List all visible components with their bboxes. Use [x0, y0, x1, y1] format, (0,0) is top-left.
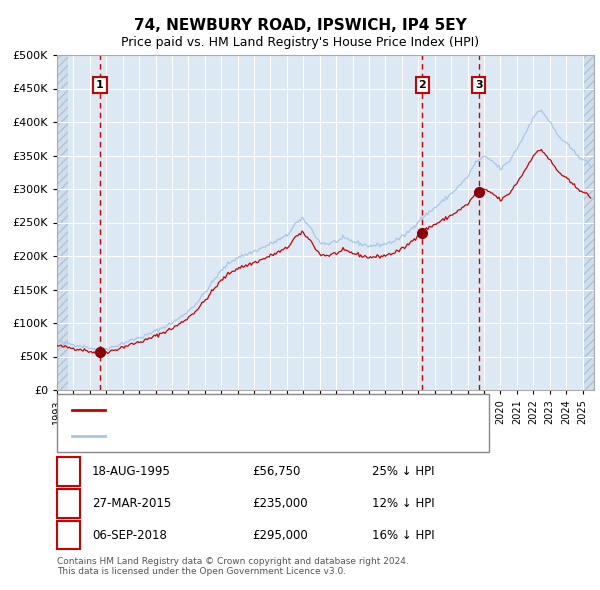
Text: 06-SEP-2018: 06-SEP-2018 — [92, 529, 167, 542]
Text: 16% ↓ HPI: 16% ↓ HPI — [372, 529, 434, 542]
Text: 25% ↓ HPI: 25% ↓ HPI — [372, 466, 434, 478]
Text: 3: 3 — [475, 80, 482, 90]
Text: 1: 1 — [96, 80, 104, 90]
Text: 3: 3 — [64, 529, 73, 542]
Text: 74, NEWBURY ROAD, IPSWICH, IP4 5EY (detached house): 74, NEWBURY ROAD, IPSWICH, IP4 5EY (deta… — [112, 405, 430, 415]
Text: 1: 1 — [64, 466, 73, 478]
Text: 12% ↓ HPI: 12% ↓ HPI — [372, 497, 434, 510]
Text: 2: 2 — [64, 497, 73, 510]
Text: 74, NEWBURY ROAD, IPSWICH, IP4 5EY: 74, NEWBURY ROAD, IPSWICH, IP4 5EY — [134, 18, 466, 33]
Bar — [57, 55, 68, 390]
Bar — [57, 55, 68, 390]
Bar — [583, 55, 600, 390]
Text: £235,000: £235,000 — [252, 497, 308, 510]
Text: 18-AUG-1995: 18-AUG-1995 — [92, 466, 170, 478]
Text: HPI: Average price, detached house, Ipswich: HPI: Average price, detached house, Ipsw… — [112, 431, 360, 441]
Text: 2: 2 — [418, 80, 426, 90]
Bar — [583, 55, 600, 390]
Text: £295,000: £295,000 — [252, 529, 308, 542]
Text: 27-MAR-2015: 27-MAR-2015 — [92, 497, 171, 510]
Text: £56,750: £56,750 — [252, 466, 301, 478]
Text: Contains HM Land Registry data © Crown copyright and database right 2024.
This d: Contains HM Land Registry data © Crown c… — [57, 557, 409, 576]
Text: Price paid vs. HM Land Registry's House Price Index (HPI): Price paid vs. HM Land Registry's House … — [121, 36, 479, 49]
